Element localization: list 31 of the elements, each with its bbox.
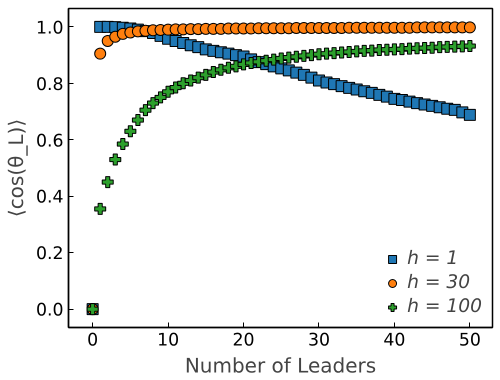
- x-tick-label: 0: [87, 330, 98, 350]
- legend-label: h = 1: [407, 248, 458, 269]
- x-axis-title: Number of Leaders: [184, 354, 376, 378]
- x-tick-label: 50: [458, 330, 481, 350]
- x-tick-label: 20: [232, 330, 255, 350]
- y-tick-label: 0.8: [36, 74, 64, 95]
- point: [154, 91, 167, 104]
- point: [464, 21, 476, 34]
- y-tick-label: 0.2: [36, 244, 64, 264]
- point: [162, 86, 174, 98]
- x-tick-label: 30: [308, 330, 330, 350]
- point: [464, 108, 476, 121]
- legend-label: h = 100: [407, 296, 482, 317]
- point: [94, 48, 106, 60]
- point: [109, 154, 122, 166]
- point: [124, 125, 136, 138]
- point: [132, 114, 144, 126]
- point: [464, 40, 476, 52]
- point: [139, 104, 152, 116]
- point: [116, 138, 129, 150]
- y-tick-label: 0.6: [36, 131, 64, 152]
- y-tick-label: 0.4: [36, 188, 64, 208]
- point: [147, 97, 159, 110]
- y-tick-label: 0.0: [36, 300, 64, 321]
- point: [102, 176, 114, 188]
- y-tick-label: 1.0: [36, 18, 64, 38]
- legend-label: h = 30: [407, 272, 470, 293]
- x-tick-label: 40: [383, 330, 406, 350]
- y-axis-title: ⟨cos(θ_L)⟩: [4, 118, 28, 218]
- point: [94, 202, 106, 215]
- x-tick-label: 10: [157, 330, 180, 350]
